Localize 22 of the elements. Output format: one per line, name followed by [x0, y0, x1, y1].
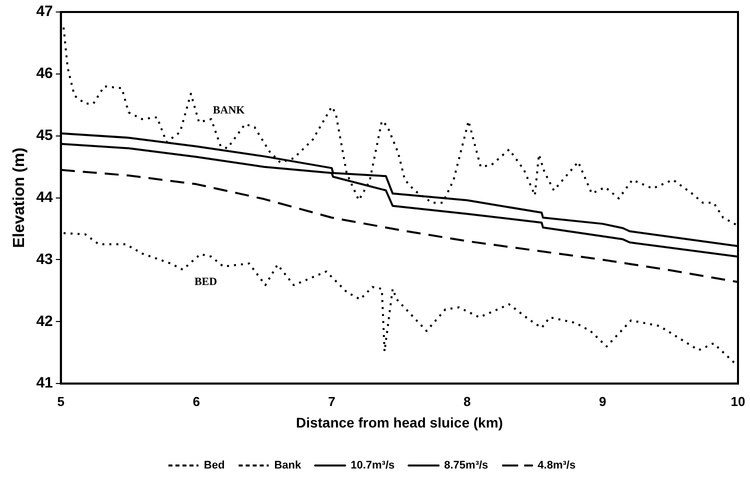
x-tick-label: 7: [328, 394, 336, 409]
legend-label: Bed: [204, 460, 225, 472]
legend-label: 4.8m³/s: [538, 460, 576, 472]
annotation: BANK: [212, 104, 246, 116]
x-tick-label: 10: [730, 394, 746, 409]
x-tick-label: 5: [57, 394, 64, 409]
legend-label: 10.7m³/s: [350, 460, 395, 472]
x-tick-label: 9: [598, 394, 606, 409]
legend-label: Bank: [274, 460, 302, 472]
x-tick-label: 6: [192, 394, 200, 409]
y-axis-title: Elevation (m): [11, 148, 28, 248]
legend-label: 8.75m³/s: [444, 460, 488, 472]
y-tick-label: 43: [36, 250, 53, 268]
x-tick-label: 8: [464, 394, 471, 409]
y-tick-label: 44: [36, 188, 54, 206]
y-tick-label: 45: [36, 127, 53, 144]
y-tick-label: 41: [36, 374, 53, 392]
annotation: BED: [194, 276, 218, 288]
y-tick-label: 47: [36, 3, 53, 20]
y-tick-label: 46: [36, 65, 53, 82]
x-axis-title: Distance from head sluice (km): [296, 414, 503, 430]
y-tick-label: 42: [36, 312, 53, 330]
